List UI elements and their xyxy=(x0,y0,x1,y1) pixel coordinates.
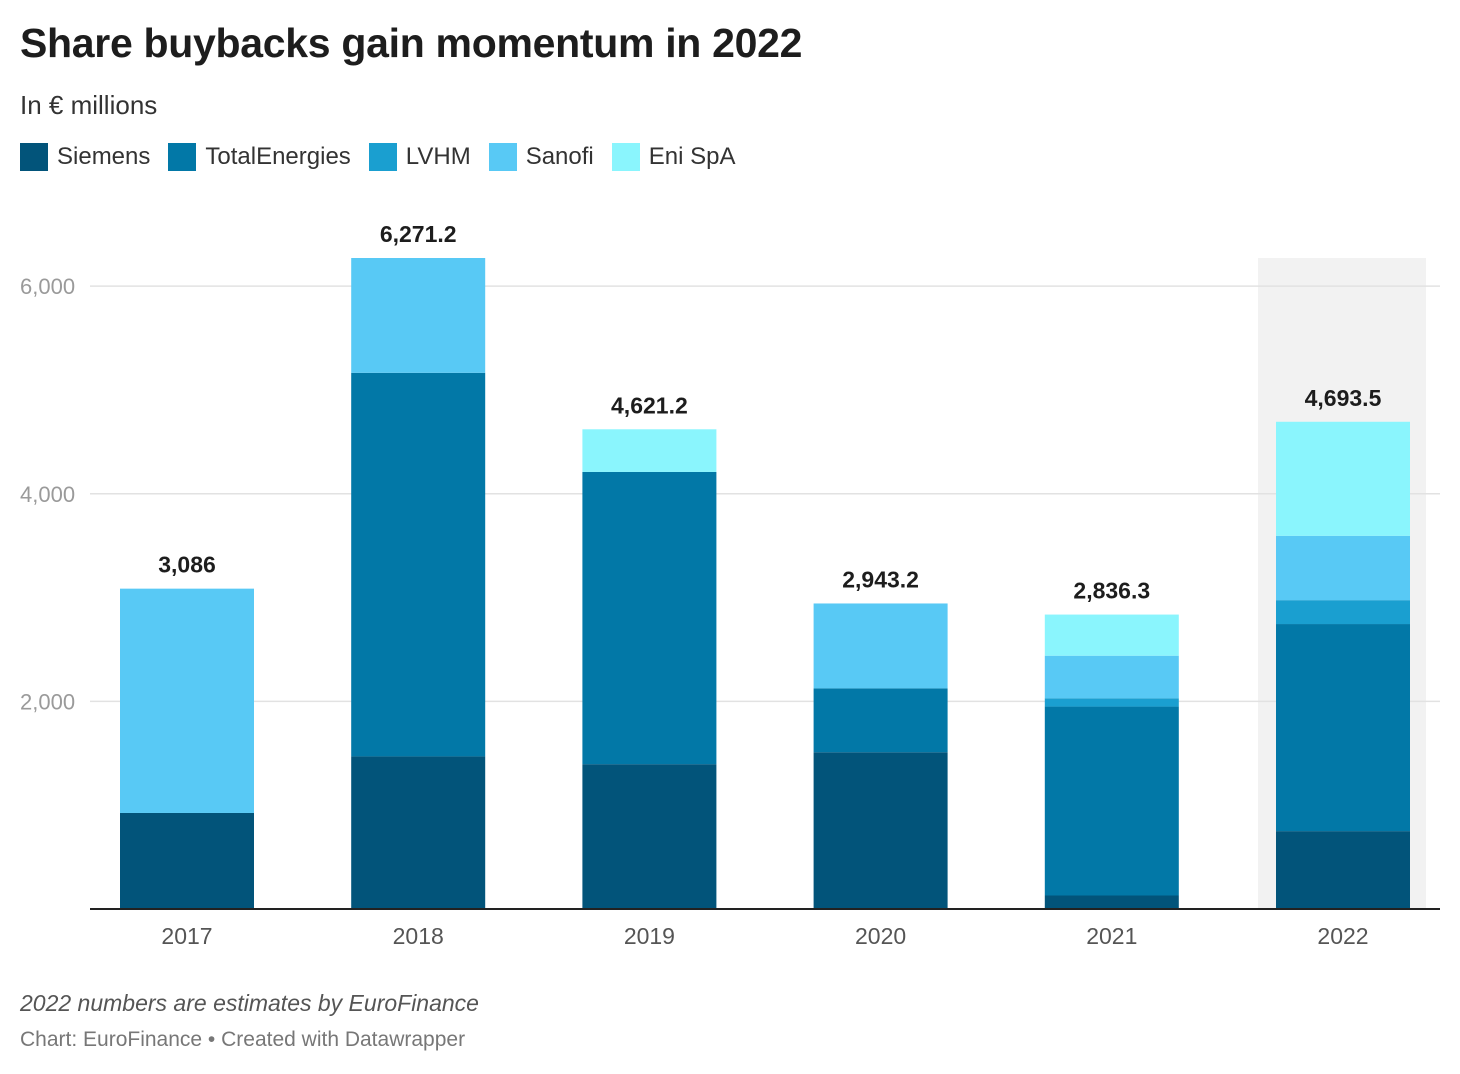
legend-item-sanofi: Sanofi xyxy=(488,143,594,171)
legend-label-sanofi: Sanofi xyxy=(525,143,594,170)
legend-label-eni: Eni SpA xyxy=(648,143,736,170)
x-tick-label-2017: 2017 xyxy=(161,923,212,949)
bar-2020-sanofi xyxy=(813,603,948,689)
bar-2022-lvhm xyxy=(1276,600,1410,625)
bar-2021-totalenergies xyxy=(1044,706,1179,896)
chart-note: 2022 numbers are estimates by EuroFinanc… xyxy=(20,990,479,1016)
legend-item-eni: Eni SpA xyxy=(611,143,736,171)
bar-2018-sanofi xyxy=(351,258,486,373)
bar-2022-siemens xyxy=(1276,831,1410,909)
total-label-2020: 2,943.2 xyxy=(842,566,919,592)
bar-2022-eni-spa xyxy=(1276,421,1410,536)
total-label-2017: 3,086 xyxy=(158,552,216,578)
chart-source: Chart: EuroFinance • Created with Datawr… xyxy=(20,1028,466,1051)
bar-2019-eni-spa xyxy=(582,429,717,472)
y-tick-label-6000: 6,000 xyxy=(20,274,75,299)
x-tick-label-2022: 2022 xyxy=(1317,923,1368,949)
bar-2021-lvhm xyxy=(1044,698,1179,707)
bar-2018-totalenergies xyxy=(351,372,486,757)
bar-2019-siemens xyxy=(582,764,717,909)
bar-2019-totalenergies xyxy=(582,471,717,765)
chart-subtitle: In € millions xyxy=(20,90,158,120)
bar-2022-totalenergies xyxy=(1276,624,1410,832)
total-label-2018: 6,271.2 xyxy=(380,221,457,247)
bar-2020-siemens xyxy=(813,752,948,909)
bar-2021-eni-spa xyxy=(1044,614,1179,656)
bar-2017-siemens xyxy=(120,812,254,909)
legend-item-siemens: Siemens xyxy=(20,143,150,171)
x-tick-label-2020: 2020 xyxy=(855,923,906,949)
legend-item-lvhm: LVHM xyxy=(368,143,471,171)
legend-label-siemens: Siemens xyxy=(57,143,151,170)
bar-2021-siemens xyxy=(1044,895,1179,909)
x-tick-label-2019: 2019 xyxy=(624,923,675,949)
legend-swatch-siemens xyxy=(20,143,48,171)
stacked-bar-chart: 2,000 4,000 6,000 3,086 2017 6,271.2 2018 4,621… xyxy=(20,221,1440,949)
bar-2022-sanofi xyxy=(1276,535,1410,601)
legend: Siemens TotalEnergies LVHM Sanofi Eni Sp… xyxy=(20,143,753,171)
total-label-2021: 2,836.3 xyxy=(1073,578,1150,604)
y-tick-label-2000: 2,000 xyxy=(20,689,75,714)
bar-2018-siemens xyxy=(351,756,486,909)
legend-swatch-eni xyxy=(611,143,640,171)
legend-swatch-sanofi xyxy=(488,143,517,171)
y-tick-label-4000: 4,000 xyxy=(20,482,75,507)
legend-label-totalenergies: TotalEnergies xyxy=(205,143,351,170)
legend-swatch-totalenergies xyxy=(168,143,197,171)
legend-label-lvhm: LVHM xyxy=(405,143,471,170)
total-label-2022: 4,693.5 xyxy=(1305,385,1382,411)
bar-2021-sanofi xyxy=(1044,655,1179,699)
legend-item-totalenergies: TotalEnergies xyxy=(168,143,351,171)
legend-swatch-lvhm xyxy=(368,143,397,171)
chart-title: Share buybacks gain momentum in 2022 xyxy=(20,20,803,66)
x-tick-label-2021: 2021 xyxy=(1086,923,1137,949)
x-tick-label-2018: 2018 xyxy=(393,923,444,949)
total-label-2019: 4,621.2 xyxy=(611,392,688,418)
bar-2020-totalenergies xyxy=(813,688,948,753)
bar-2017-sanofi xyxy=(120,588,254,813)
